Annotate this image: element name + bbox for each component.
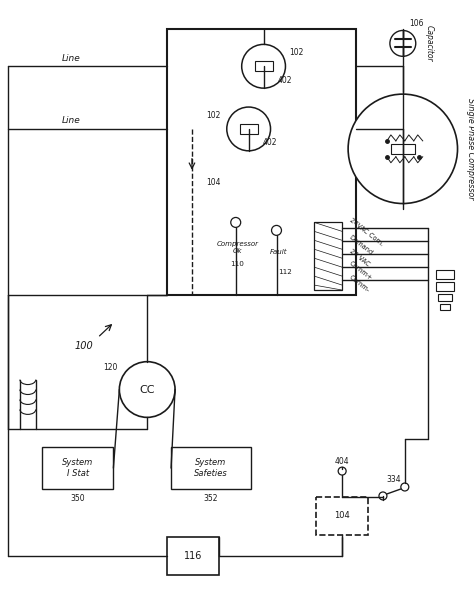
Text: Fault: Fault — [270, 249, 287, 255]
Text: 334: 334 — [387, 475, 401, 484]
Bar — [316, 497, 368, 535]
Circle shape — [272, 226, 282, 235]
Circle shape — [338, 467, 346, 475]
Bar — [436, 282, 454, 291]
Text: 102: 102 — [290, 48, 304, 57]
Bar — [42, 447, 113, 489]
Text: 110: 110 — [230, 261, 244, 267]
Text: Demand: Demand — [348, 234, 374, 256]
Text: 106: 106 — [409, 19, 423, 28]
Text: 402: 402 — [277, 76, 292, 84]
Text: CC: CC — [139, 385, 155, 394]
Bar — [171, 447, 251, 489]
Circle shape — [348, 94, 457, 204]
Text: 102: 102 — [207, 110, 221, 119]
Text: System
Safeties: System Safeties — [194, 458, 228, 478]
Circle shape — [401, 483, 409, 491]
Bar — [439, 304, 449, 310]
Text: 404: 404 — [335, 456, 349, 466]
Text: Compressor
Ok: Compressor Ok — [217, 241, 259, 254]
Bar — [391, 144, 415, 154]
Text: 120: 120 — [103, 363, 118, 372]
Text: 24 VAC: 24 VAC — [348, 248, 371, 268]
Text: Comm-: Comm- — [348, 274, 371, 294]
Bar — [240, 124, 257, 134]
Circle shape — [231, 218, 241, 227]
Text: 352: 352 — [204, 494, 218, 504]
Bar — [167, 537, 219, 575]
Bar — [436, 270, 454, 279]
Text: Line: Line — [62, 54, 81, 63]
Text: 402: 402 — [263, 138, 277, 147]
Text: 350: 350 — [70, 494, 85, 504]
Circle shape — [119, 362, 175, 417]
Text: Line: Line — [62, 116, 81, 125]
Bar — [438, 294, 452, 301]
Circle shape — [390, 31, 416, 56]
Circle shape — [227, 107, 271, 151]
Bar — [167, 30, 356, 295]
Text: 112: 112 — [279, 269, 292, 275]
Text: Single Phase Compressor: Single Phase Compressor — [466, 98, 474, 200]
Circle shape — [242, 45, 285, 88]
Text: 100: 100 — [74, 341, 93, 351]
Text: 104: 104 — [334, 511, 350, 520]
Bar — [255, 62, 273, 71]
Text: 116: 116 — [184, 551, 202, 561]
Text: Comm+: Comm+ — [348, 260, 374, 282]
Text: Capacitor: Capacitor — [425, 25, 434, 62]
Circle shape — [379, 492, 387, 500]
Bar — [314, 223, 342, 290]
Text: System
I Stat: System I Stat — [62, 458, 93, 478]
Text: 104: 104 — [206, 178, 220, 187]
Text: 24VAC Com.: 24VAC Com. — [348, 217, 384, 247]
